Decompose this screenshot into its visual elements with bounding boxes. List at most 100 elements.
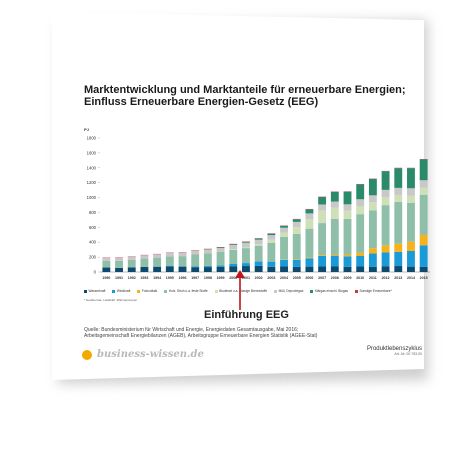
bar-segment (280, 266, 288, 272)
bar-segment (368, 253, 377, 267)
bar-segment (242, 248, 250, 263)
bar-segment (330, 254, 339, 256)
x-tick-label: 1990 (102, 276, 110, 280)
x-tick-label: 2015 (420, 276, 428, 280)
bar-segment (407, 202, 415, 242)
bar-segment (127, 256, 136, 260)
document-info: Produktlebenszyklus Art.-Nr. 00 753.00 (367, 346, 422, 356)
legend-label: Biodiesel u.a. flüssige Brennstoffe (219, 289, 268, 293)
bar-segment (407, 251, 415, 267)
bar-segment (394, 168, 403, 188)
bar-segment (267, 235, 276, 240)
bar-segment (419, 266, 428, 272)
y-tick-label: 400 (89, 240, 97, 245)
bar-segment (330, 218, 339, 255)
legend-swatch (137, 289, 141, 293)
y-tick-label: 600 (89, 225, 97, 230)
legend-swatch (310, 289, 314, 293)
bar-segment (165, 252, 174, 257)
bar-segment (368, 210, 377, 249)
y-tick-label: 1000 (87, 195, 97, 200)
bar-segment (280, 225, 288, 228)
bar-segment (419, 245, 428, 267)
bar-segment (356, 184, 365, 200)
bar-segment (305, 228, 314, 258)
bar-segment (229, 249, 238, 264)
y-tick-label: 800 (89, 210, 97, 215)
bar-segment (280, 227, 288, 233)
legend-item: Windkraft (112, 289, 130, 293)
bar-segment (318, 223, 327, 256)
bar-segment (153, 257, 162, 267)
x-tick-label: 2004 (280, 276, 288, 280)
x-tick-label: 2011 (369, 276, 377, 280)
bar-segment (216, 251, 225, 266)
x-tick-label: 2010 (356, 276, 364, 280)
bar-segment (305, 213, 314, 219)
bar-segment (343, 218, 352, 255)
bar-segment (229, 244, 238, 250)
x-tick-label: 1999 (217, 276, 225, 280)
x-tick-label: 2008 (331, 276, 339, 280)
x-tick-label: 2009 (344, 276, 352, 280)
y-tick-label: 200 (89, 255, 97, 260)
x-tick-label: 2014 (407, 276, 415, 280)
bar-segment (407, 168, 415, 189)
x-tick-label: 2000 (229, 276, 237, 280)
bar-segment (292, 233, 301, 260)
bar-segment (140, 266, 149, 272)
bar-segment (267, 242, 276, 262)
bar-segment (216, 247, 225, 249)
bar-segment (343, 204, 352, 211)
bar-segment (203, 249, 212, 254)
bar-segment (191, 254, 200, 267)
legend-label: Wasserkraft (88, 289, 106, 293)
bar-segment (356, 266, 365, 272)
bar-segment (242, 266, 250, 272)
x-tick-label: 1992 (128, 276, 136, 280)
legend-label: Holz, Stroh u.a. feste Stoffe (168, 289, 208, 293)
bar-segment (191, 267, 200, 272)
bar-segment (318, 266, 327, 272)
x-tick-label: 2003 (267, 276, 275, 280)
bar-segment (267, 239, 276, 243)
bar-segment (356, 252, 365, 256)
legend-swatch (274, 289, 278, 293)
y-tick-label: 0 (94, 270, 97, 275)
bar-segment (318, 197, 327, 205)
legend-label: Müll, Deponiegas (278, 289, 304, 293)
x-tick-label: 1995 (166, 276, 174, 280)
bar-segment (254, 265, 263, 272)
bar-segment (343, 256, 352, 267)
x-tick-label: 2001 (242, 276, 250, 280)
bar-segment (242, 241, 250, 243)
bar-segment (267, 261, 276, 267)
brand-name: business-wissen.de (97, 349, 204, 360)
bar-segment (115, 267, 123, 272)
bar-segment (165, 256, 174, 267)
bar-segment (292, 266, 301, 272)
bar-segment (368, 266, 377, 272)
bar-segment (178, 252, 187, 257)
x-tick-label: 2005 (293, 276, 301, 280)
legend-item: Müll, Deponiegas (274, 289, 303, 293)
bar-segment (216, 265, 225, 267)
bar-segment (115, 260, 123, 268)
bar-segment (178, 266, 187, 272)
bar-segment (356, 199, 365, 206)
legend-item: Sonstige Erneuerbare* (354, 289, 392, 293)
bar-segment (203, 267, 212, 272)
bar-segment (381, 205, 390, 246)
bar-segment (242, 246, 250, 249)
bar-segment (394, 202, 403, 244)
source-line2: Arbeitsgemeinschaft Energiebilanzen (AGE… (84, 333, 318, 339)
bar-segment (216, 266, 225, 272)
bar-segment (305, 218, 314, 229)
stacked-bar-chart: 0 200 400 600 800 1000 1200 1400 1600 1800 1990 199… (87, 136, 430, 280)
bar-segment (203, 265, 212, 268)
bar-segment (127, 259, 136, 268)
bar-segment (407, 266, 415, 272)
bar-segment (381, 171, 390, 190)
bar-segment (419, 234, 428, 246)
bar-segment (394, 266, 403, 272)
